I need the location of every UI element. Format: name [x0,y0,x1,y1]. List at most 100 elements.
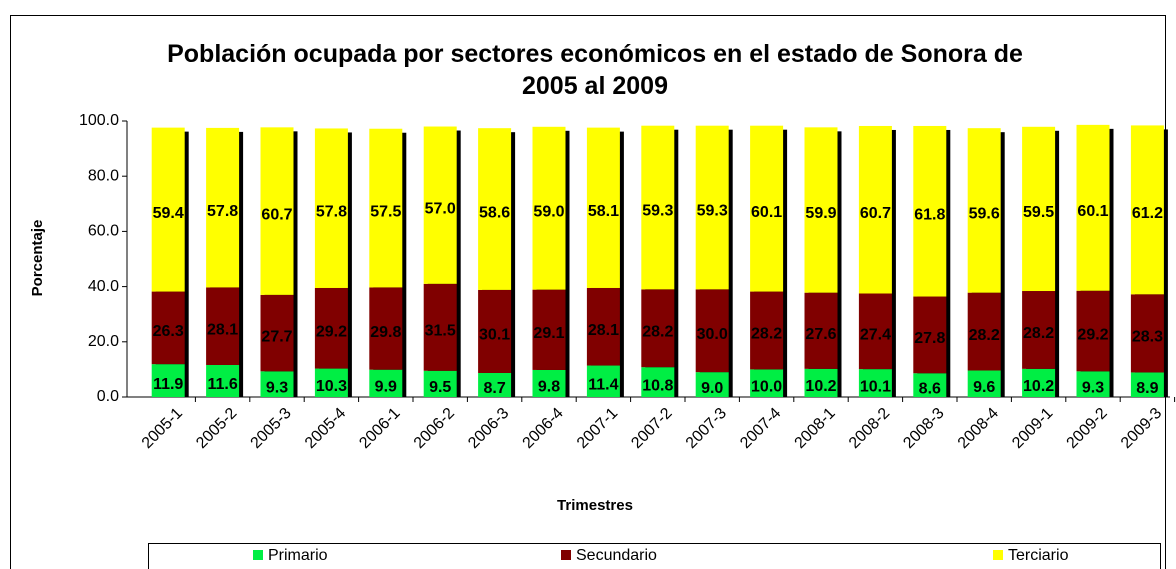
data-label: 11.6 [207,376,237,393]
x-tick-label: 2007-2 [628,405,675,452]
bar-segment [314,368,348,397]
bar-segment [151,127,185,292]
bar-segment [913,373,947,397]
bar-segment [532,289,566,370]
legend-swatch [561,550,571,560]
data-label: 29.1 [533,325,564,342]
x-tick-label: 2009-2 [1064,405,1111,452]
x-tick-label: 2008-2 [846,405,893,452]
data-label: 61.2 [1132,205,1163,222]
x-axis-label: Trimestres [557,497,633,514]
data-label: 28.2 [751,326,782,343]
bar-segment [695,125,729,290]
bar-segment [206,127,240,288]
data-label: 9.0 [701,380,723,397]
data-label: 26.3 [153,323,184,340]
bar-segment [858,369,892,397]
bar-segment [423,283,457,371]
bar-segment [750,291,784,370]
bar-segment [1022,126,1056,292]
bar-segment [478,372,512,397]
data-label: 60.1 [1077,203,1108,220]
data-label: 9.9 [375,379,397,396]
data-label: 59.4 [153,205,184,222]
bar-segment [641,367,675,397]
data-label: 10.8 [642,377,673,394]
bar-segment [913,125,947,297]
bar-segment [369,128,403,288]
data-label: 28.1 [588,322,619,339]
bar-segment [478,128,512,290]
bar-segment [314,128,348,288]
y-tick-label: 100.0 [79,112,119,129]
bar-segment [369,287,403,370]
x-tick-label: 2005-4 [302,405,349,452]
bar-segment [1130,125,1164,295]
data-label: 8.7 [483,380,505,397]
data-label: 8.6 [919,380,941,397]
data-label: 28.2 [1023,325,1054,342]
bar-segment [260,294,294,372]
data-label: 10.2 [1023,378,1054,395]
data-label: 8.9 [1136,380,1158,397]
data-label: 29.8 [370,324,401,341]
data-label: 60.1 [751,204,782,221]
data-label: 10.0 [751,378,782,395]
bar-segment [206,364,240,397]
data-label: 29.2 [1077,326,1108,343]
data-label: 59.9 [805,205,836,222]
bar-segment [1076,124,1110,291]
bar-segment [1022,368,1056,397]
x-tick-label: 2006-1 [356,405,403,452]
bar-segment [1130,294,1164,373]
x-tick-label: 2008-4 [955,405,1002,452]
y-tick-label: 60.0 [88,223,119,240]
bar-segment [967,370,1001,397]
bar-segment [314,287,348,369]
legend-swatch [993,550,1003,560]
bar-segment [967,292,1001,371]
data-label: 57.8 [316,203,347,220]
bar-segment [641,289,675,368]
data-label: 59.0 [533,203,564,220]
data-label: 9.3 [1082,379,1104,396]
data-label: 28.1 [207,321,238,338]
bar-segment [478,289,512,373]
x-tick-label: 2006-4 [520,405,567,452]
bar-segment [586,127,620,288]
x-tick-label: 2007-1 [574,405,621,452]
data-label: 57.5 [370,203,401,220]
bar-segment [750,125,784,292]
bar-segment [260,127,294,295]
bar-segment [695,372,729,397]
data-label: 30.0 [697,326,728,343]
bar-segment [423,126,457,284]
legend-label: Terciario [1008,547,1069,564]
x-tick-label: 2008-1 [792,405,839,452]
bar-segment [260,371,294,397]
bar-segment [369,369,403,397]
bar-segment [804,368,838,397]
bar-segment [750,369,784,397]
legend-swatch [253,550,263,560]
bar-segment [151,364,185,397]
bar-segment [695,289,729,373]
bar-segment [532,126,566,290]
data-label: 11.9 [153,376,183,393]
data-label: 11.4 [588,376,618,393]
data-label: 28.2 [642,323,673,340]
data-label: 28.2 [969,327,1000,344]
y-tick-label: 0.0 [97,388,119,405]
bar-segment [151,291,185,365]
data-label: 27.7 [261,328,292,345]
x-tick-label: 2009-3 [1118,405,1165,452]
data-label: 59.6 [969,206,1000,223]
data-label: 57.0 [425,200,456,217]
x-tick-label: 2007-3 [683,405,730,452]
data-label: 58.6 [479,204,510,221]
data-label: 10.3 [316,378,347,395]
bar-segment [206,287,240,365]
data-label: 10.1 [860,378,891,395]
legend-label: Primario [268,547,328,564]
